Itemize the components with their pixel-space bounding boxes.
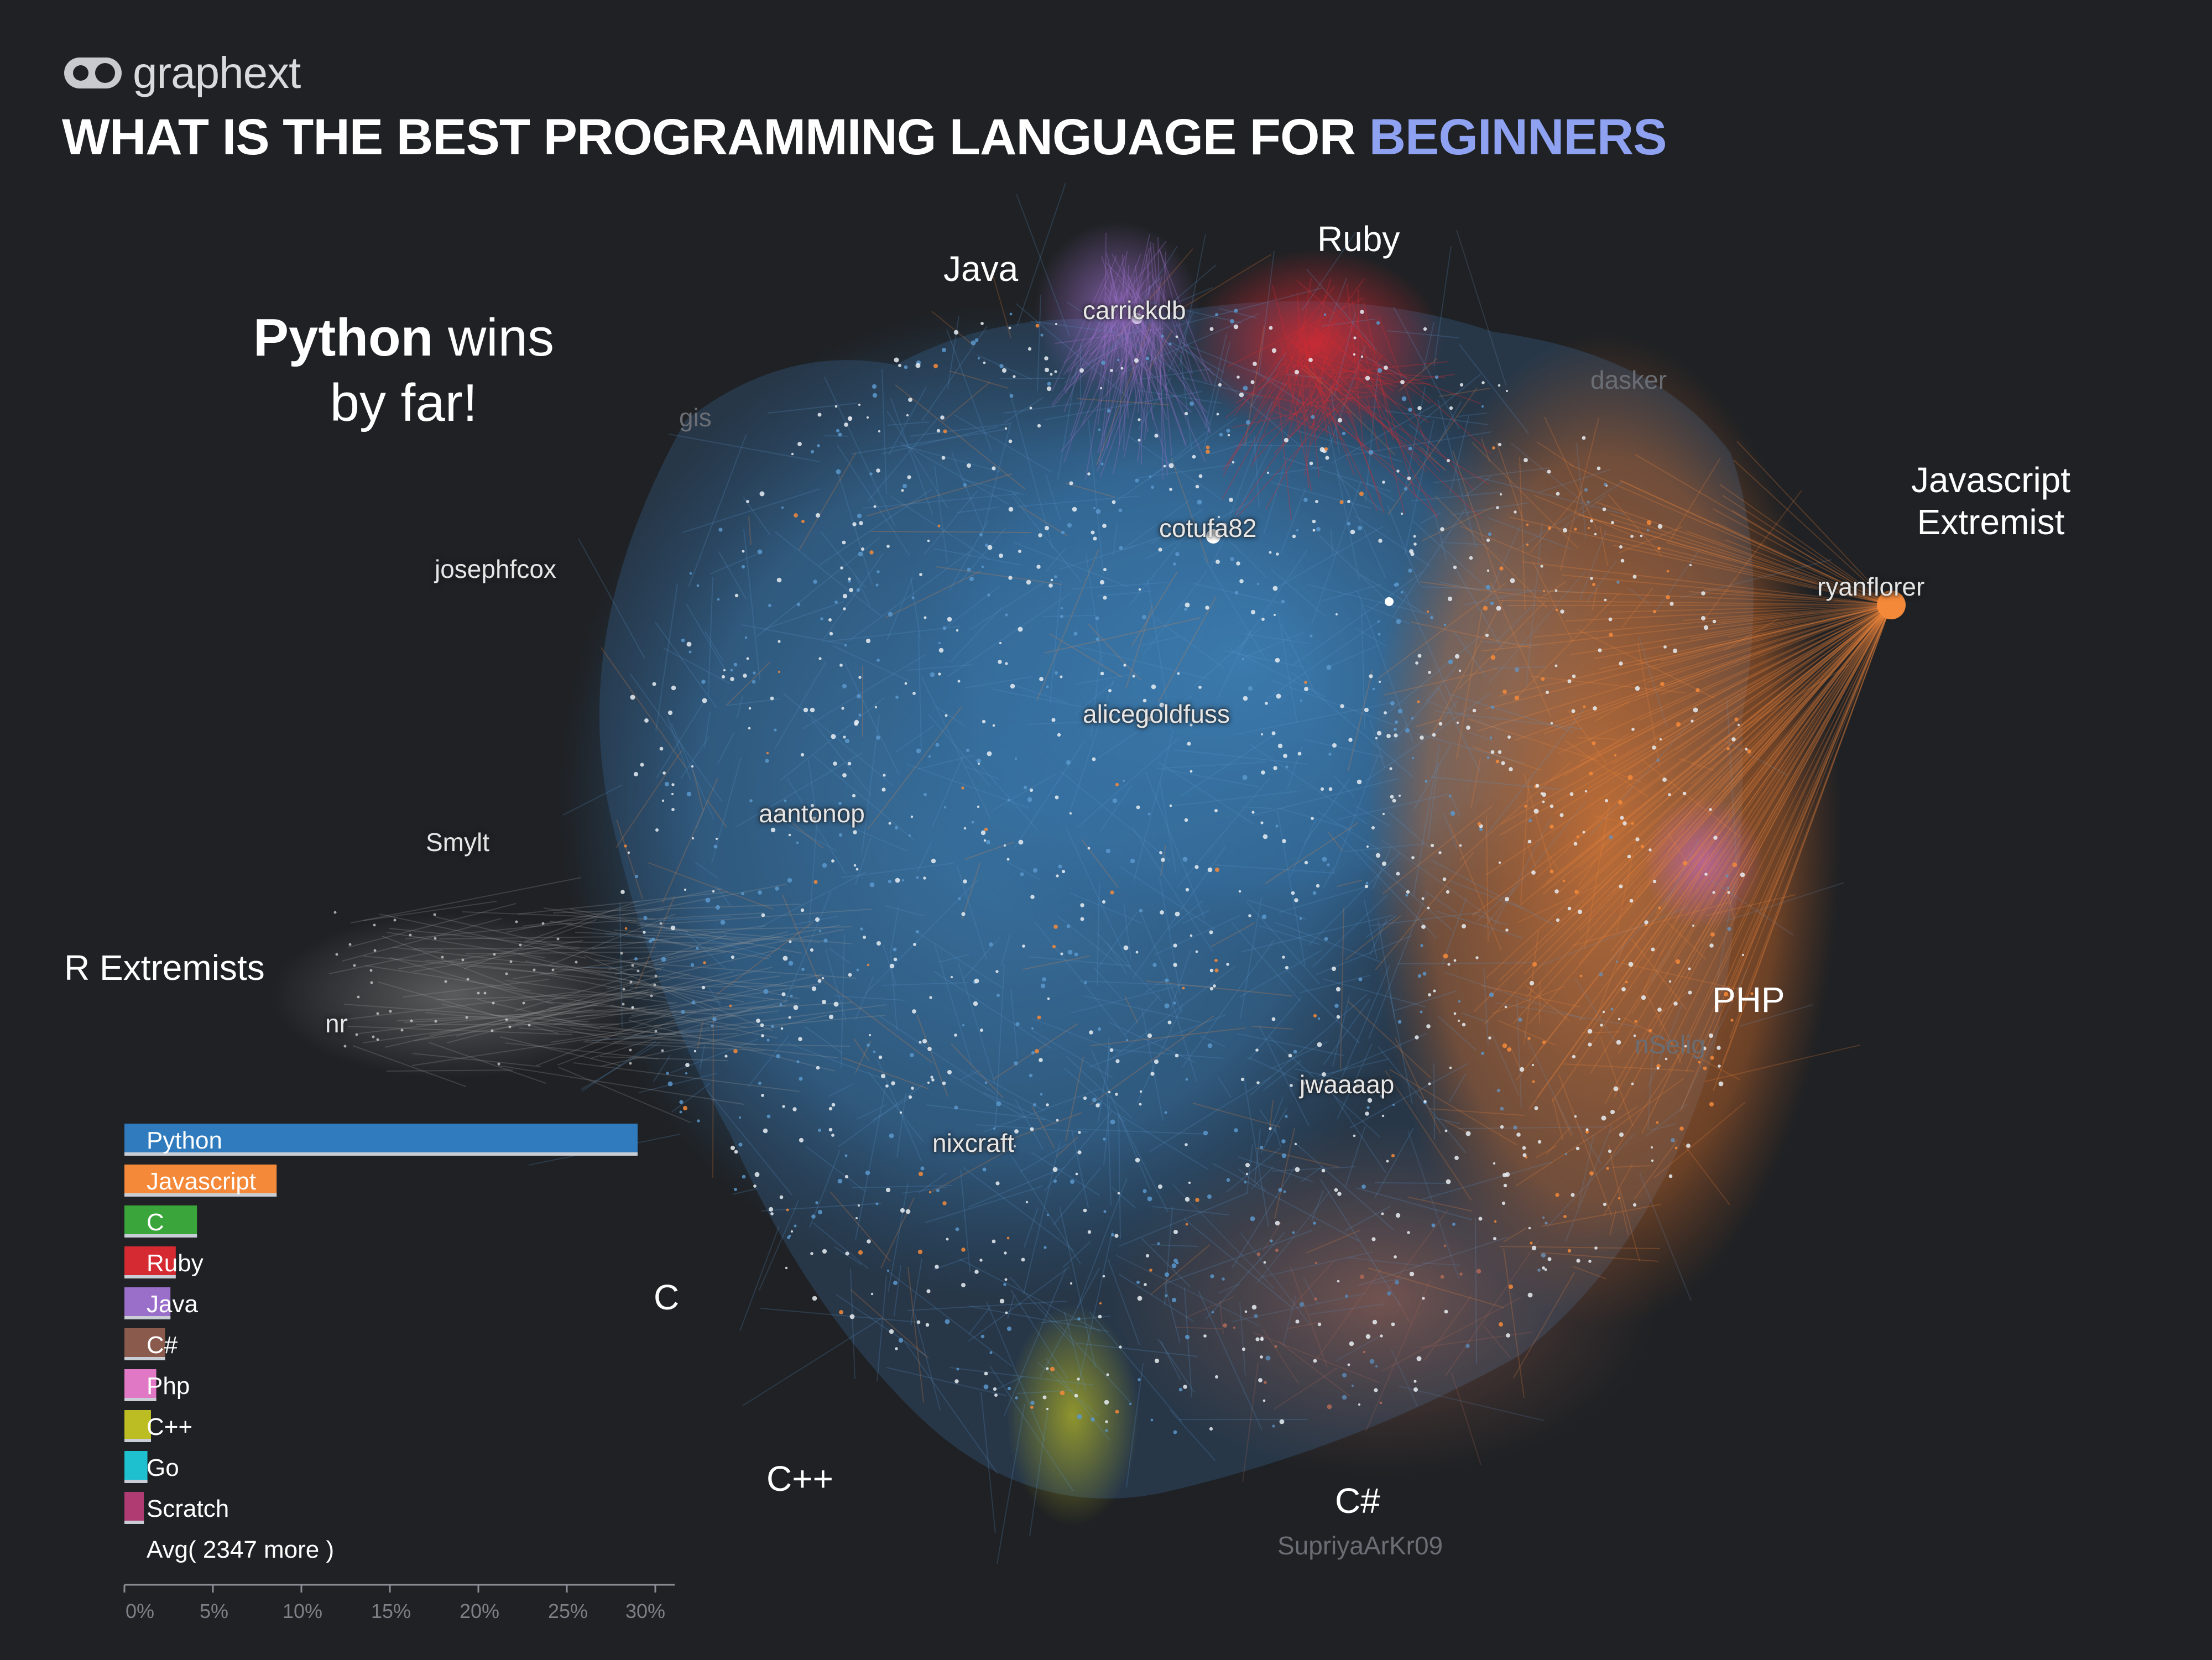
bar-1 — [124, 1165, 277, 1197]
brand: graphext — [62, 45, 301, 101]
bar-underline-0 — [124, 1152, 638, 1156]
node-label-gis: gis — [679, 403, 712, 432]
bar-3 — [124, 1246, 176, 1278]
node-label-jwaaaap: jwaaaap — [1300, 1070, 1395, 1099]
x-tick-label-0: 0% — [126, 1600, 154, 1622]
node-label-nixcraft: nixcraft — [932, 1129, 1015, 1157]
node-label-dasker: dasker — [1590, 366, 1667, 394]
cluster-label-javascript-line2: Extremist — [1917, 502, 2065, 542]
node-label-aantonop: aantonop — [759, 799, 865, 828]
javascript-cluster-glow — [1366, 332, 1841, 1327]
ryanflorer-hub-node — [1877, 591, 1906, 619]
node-label-ryanflorer: ryanflorer — [1817, 572, 1925, 601]
callout: Python wins by far! — [182, 305, 625, 436]
bar-4 — [124, 1287, 171, 1319]
bar-2 — [124, 1205, 197, 1238]
x-tick-label-6: 30% — [625, 1600, 665, 1622]
x-tick-label-1: 5% — [200, 1600, 228, 1622]
edge-layer — [328, 182, 1892, 1564]
bar-6 — [124, 1369, 156, 1401]
bar-underline-3 — [124, 1275, 176, 1278]
bar-label-2: C — [147, 1209, 164, 1236]
x-tick-label-4: 20% — [460, 1600, 499, 1622]
node-label-supriyaarkr09: SupriyaArKr09 — [1277, 1531, 1443, 1560]
bar-label-10: Avg( 2347 more ) — [147, 1536, 334, 1563]
node-label-carrickdb: carrickdb — [1083, 296, 1186, 325]
bar-label-4: Java — [147, 1291, 198, 1318]
php-cluster-glow — [1642, 796, 1764, 929]
bar-label-1: Javascript — [147, 1168, 256, 1195]
java-cluster-glow — [1034, 221, 1200, 398]
bar-underline-5 — [124, 1357, 165, 1360]
graphext-logo-icon — [64, 58, 122, 88]
bar-label-6: Php — [147, 1372, 190, 1400]
bar-underline-2 — [124, 1234, 197, 1238]
bar-label-7: C++ — [147, 1413, 192, 1440]
bar-label-0: Python — [147, 1127, 222, 1154]
node-layer — [333, 307, 1754, 1434]
callout-bold: Python — [253, 308, 434, 367]
bar-underline-8 — [124, 1480, 148, 1483]
csharp-cluster-glow — [1106, 1123, 1659, 1476]
node-label-nselig: nSelig — [1635, 1030, 1705, 1059]
node-label-alicegoldfuss: alicegoldfuss — [1083, 700, 1230, 728]
callout-line2: by far! — [330, 373, 478, 432]
bar-underline-4 — [124, 1316, 171, 1319]
cotufa82-node — [1206, 529, 1220, 544]
hub-node — [1385, 597, 1394, 606]
cluster-label-javascript: Javascript Extremist — [1891, 459, 2090, 543]
bar-underline-6 — [124, 1398, 156, 1401]
bar-label-3: Ruby — [147, 1250, 204, 1277]
x-tick-label-3: 15% — [371, 1600, 411, 1622]
bar-label-9: Scratch — [147, 1495, 229, 1522]
bar-7 — [124, 1410, 151, 1442]
bar-underline-9 — [124, 1521, 144, 1524]
ruby-cluster-glow — [1189, 249, 1443, 437]
cluster-label-cpp: C++ — [766, 1459, 833, 1499]
bar-underline-7 — [124, 1439, 151, 1442]
cluster-label-csharp: C# — [1335, 1481, 1380, 1521]
title-prefix: WHAT IS THE BEST PROGRAMMING LANGUAGE FO… — [62, 109, 1356, 165]
cluster-label-java: Java — [943, 249, 1019, 289]
cluster-label-r: R Extremists — [64, 948, 265, 988]
r-cluster-glow — [271, 912, 636, 1078]
bar-0 — [124, 1124, 638, 1156]
node-label-josephfcox: josephfcox — [435, 555, 556, 583]
cluster-label-php: PHP — [1712, 980, 1785, 1020]
bar-8 — [124, 1451, 148, 1483]
bar-underline-1 — [124, 1193, 277, 1197]
bar-label-5: C# — [147, 1332, 178, 1359]
bar-9 — [124, 1492, 144, 1524]
node-label-nr: nr — [325, 1009, 348, 1038]
bar-5 — [124, 1328, 165, 1360]
node-label-smylt: Smylt — [426, 828, 489, 857]
callout-rest: wins — [447, 308, 555, 367]
cluster-label-javascript-line1: Javascript — [1911, 460, 2071, 500]
cluster-label-ruby: Ruby — [1317, 219, 1400, 259]
node-label-cotufa82: cotufa82 — [1159, 514, 1257, 542]
x-tick-label-5: 25% — [548, 1600, 588, 1622]
brand-name: graphext — [133, 48, 301, 97]
page-title: WHAT IS THE BEST PROGRAMMING LANGUAGE FO… — [62, 108, 1667, 166]
x-tick-label-2: 10% — [283, 1600, 322, 1622]
bar-label-8: Go — [147, 1454, 179, 1481]
carrickdb-node — [1131, 313, 1142, 324]
cluster-label-c: C — [654, 1277, 680, 1317]
title-accent: BEGINNERS — [1369, 109, 1667, 165]
language-share-bar-chart: Python Javascript C Ruby Java C# Php C++ Go Scrat… — [123, 1124, 675, 1622]
cpp-cluster-glow — [1006, 1305, 1139, 1526]
